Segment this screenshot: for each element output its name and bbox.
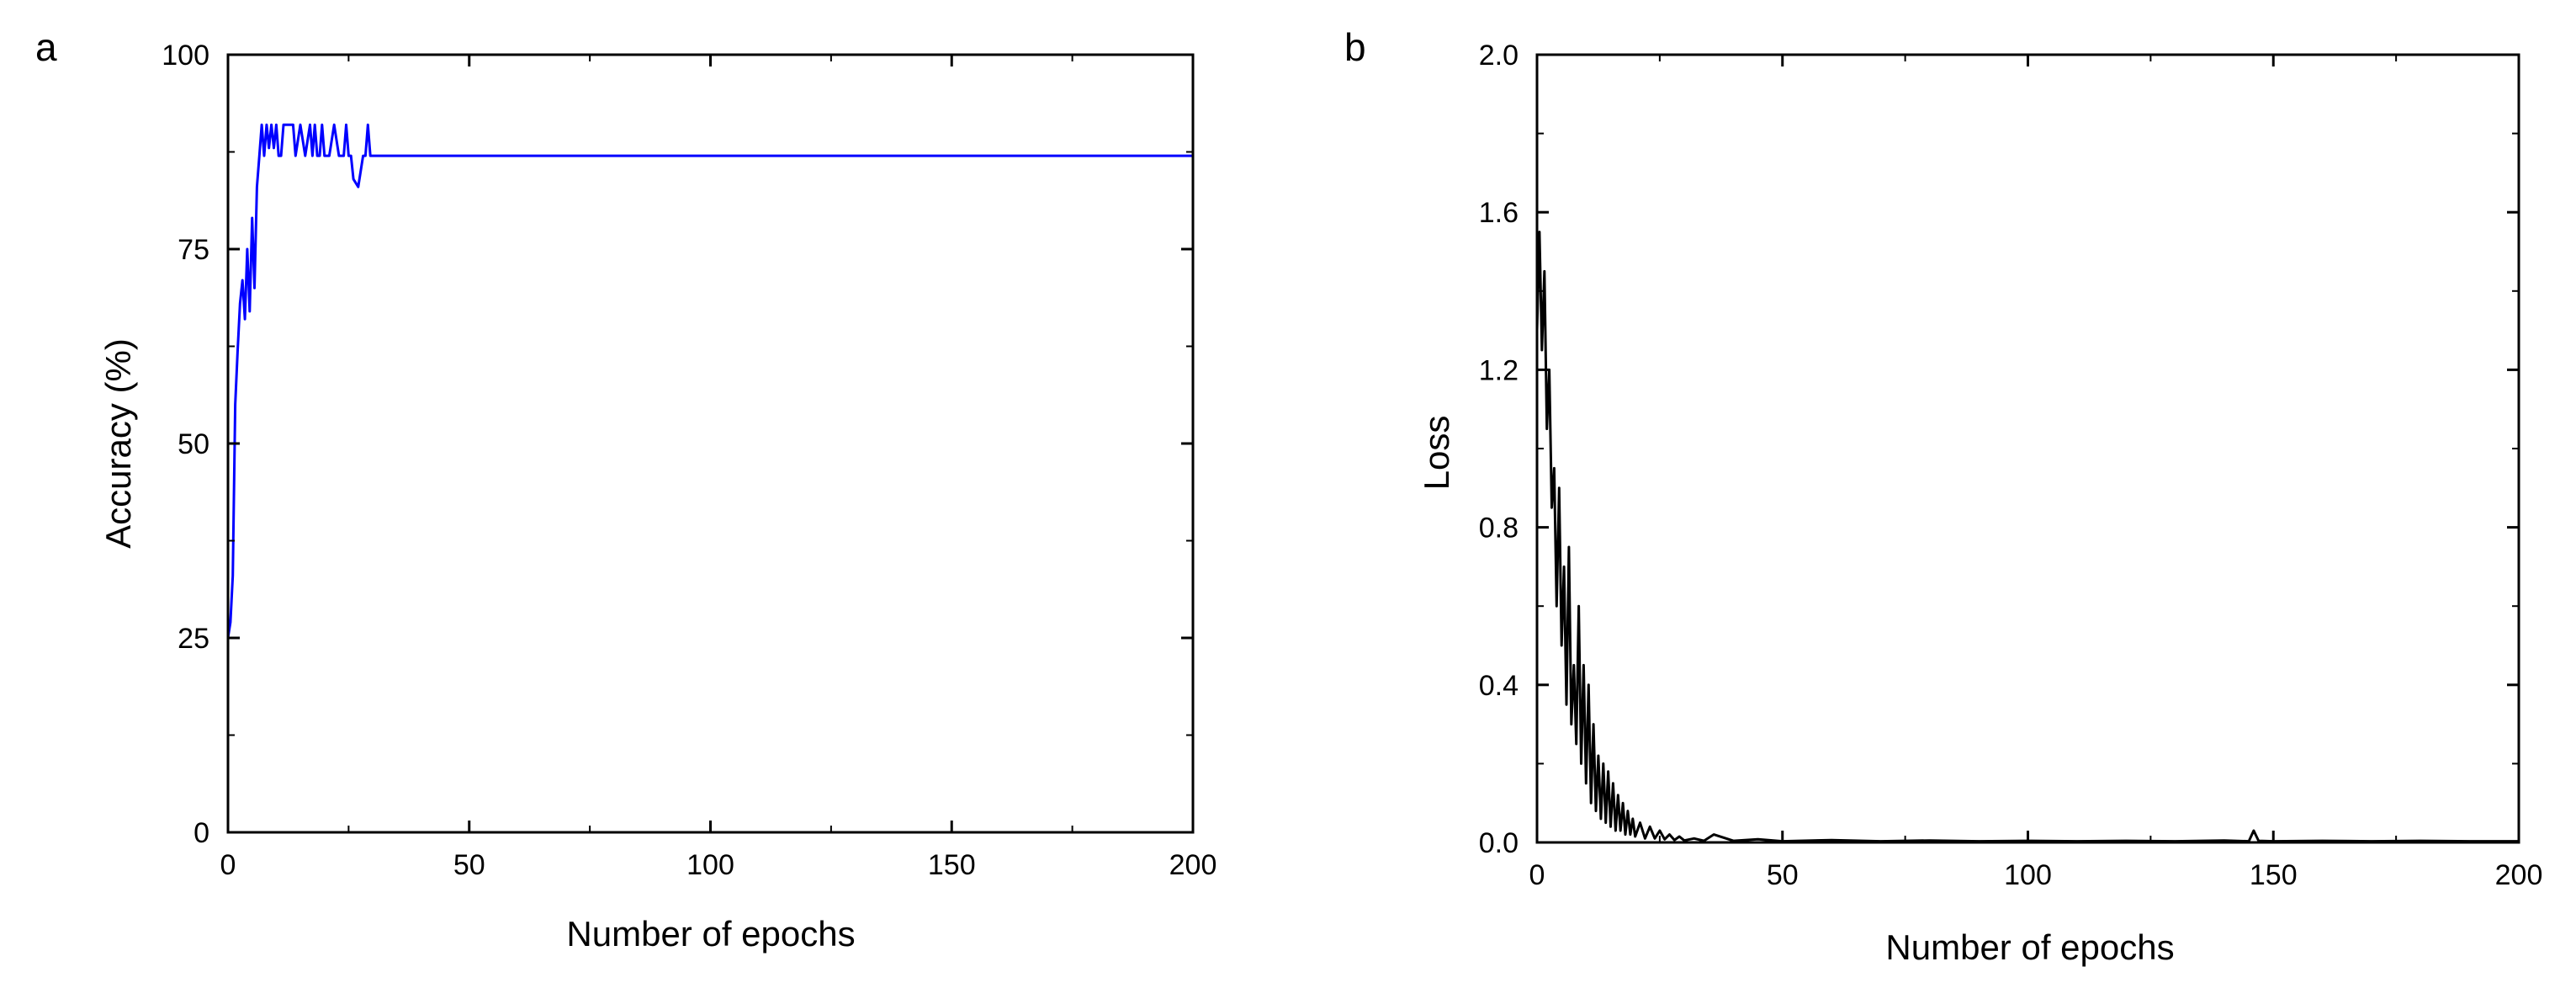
x-tick-label: 150 [2250,859,2298,891]
panel-label: a [35,25,57,69]
x-tick-label: 50 [453,849,485,881]
series-line [1535,231,2519,843]
x-tick-label: 0 [1529,859,1545,891]
x-tick-label: 100 [686,849,734,881]
x-tick-label: 0 [220,849,236,881]
x-tick-label: 50 [1767,859,1799,891]
y-tick-label: 0.8 [1479,513,1519,544]
y-axis-label: Loss [1417,416,1456,491]
x-axis-label: Number of epochs [1885,927,2174,967]
y-tick-label: 0.0 [1479,827,1519,859]
chart-marks: 0 50 100 150 200 0 25 50 75 100 [162,40,1216,881]
x-axis-label: Number of epochs [566,914,855,954]
chart-panel-b: b 0 50 100 150 200 0.0 0.4 0.8 1.2 1.6 2.0 Number … [1344,25,2542,967]
y-tick-label: 1.6 [1479,197,1519,229]
x-tick-label: 200 [1169,849,1217,881]
y-tick-label: 0.4 [1479,670,1519,702]
y-tick-label: 50 [178,428,209,460]
y-tick-label: 75 [178,234,209,266]
plot-frame [226,53,1195,834]
y-tick-label: 1.2 [1479,354,1519,386]
y-tick-label: 25 [178,623,209,655]
x-tick-label: 100 [2004,859,2052,891]
chart-panel-a: a 0 50 100 150 200 0 25 50 75 100 Number of epoch… [35,25,1216,954]
y-tick-label: 2.0 [1479,40,1519,72]
y-tick-label: 0 [193,817,209,849]
x-tick-label: 200 [2495,859,2543,891]
chart-marks: 0 50 100 150 200 0.0 0.4 0.8 1.2 1.6 2.0 [1479,40,2543,891]
series-line [226,123,1193,639]
panel-label: b [1344,25,1366,69]
y-axis-label: Accuracy (%) [98,338,138,549]
x-tick-label: 150 [928,849,976,881]
y-tick-label: 100 [162,40,209,72]
plot-frame [1535,53,2520,844]
